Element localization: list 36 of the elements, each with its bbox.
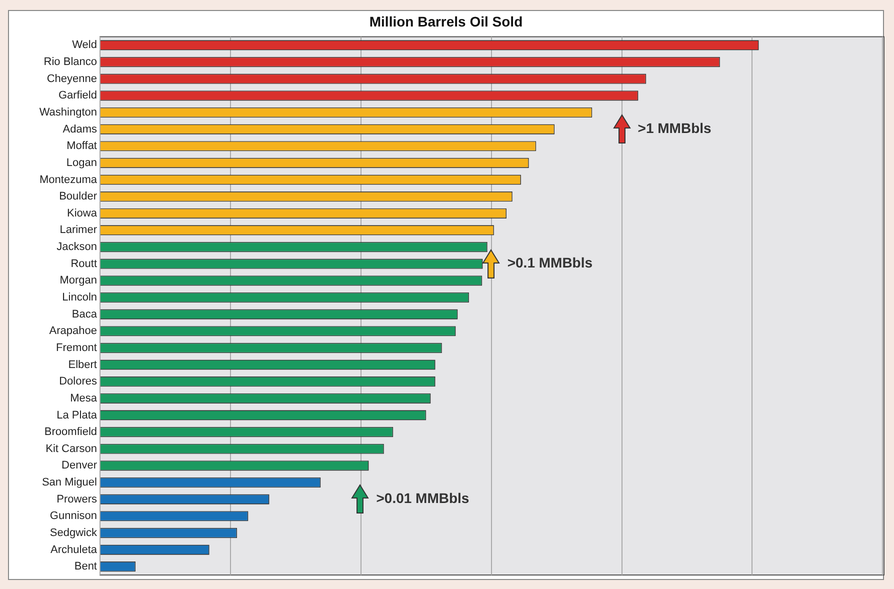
y-tick-label: Prowers	[56, 493, 98, 506]
y-tick-label: Broomfield	[44, 426, 97, 438]
y-tick-label: Washington	[39, 106, 97, 119]
y-tick-label: Lincoln	[62, 292, 97, 304]
y-tick-label: San Miguel	[42, 476, 97, 489]
y-tick-label: Routt	[70, 258, 97, 270]
y-tick-label: Fremont	[56, 342, 97, 354]
y-tick-label: Kiowa	[67, 207, 98, 220]
annotation: >1 MMBbls	[638, 120, 712, 136]
y-tick-label: Cheyenne	[46, 72, 97, 85]
y-tick-label: Logan	[66, 156, 97, 169]
y-tick-label: Archuleta	[50, 544, 98, 556]
y-tick-label: Elbert	[68, 358, 97, 371]
y-tick-label: Boulder	[59, 190, 98, 203]
y-tick-label: Garfield	[58, 90, 97, 102]
y-tick-label: Mesa	[70, 392, 98, 404]
y-tick-label: Rio Blanco	[44, 56, 97, 68]
y-tick-label: La Plata	[56, 409, 98, 422]
annotation: >0.1 MMBbls	[507, 254, 593, 271]
y-tick-label: Morgan	[60, 274, 97, 287]
y-tick-label: Denver	[62, 460, 98, 472]
y-tick-label: Montezuma	[40, 174, 98, 186]
y-tick-label: Larimer	[60, 224, 98, 236]
y-tick-label: Jackson	[56, 241, 97, 254]
y-tick-label: Adams	[62, 123, 98, 136]
y-tick-label: Moffat	[66, 140, 97, 152]
chart-title: Million Barrels Oil Sold	[369, 13, 523, 30]
y-tick-label: Weld	[72, 39, 97, 52]
y-tick-label: Sedgwick	[50, 526, 98, 539]
y-tick-label: Kit Carson	[46, 442, 97, 455]
y-tick-label: Bent	[74, 560, 97, 573]
y-tick-label: Arapahoe	[49, 325, 97, 338]
y-tick-label: Dolores	[59, 376, 98, 388]
y-tick-label: Baca	[72, 308, 98, 320]
y-tick-label: Gunnison	[50, 510, 97, 522]
annotation: >0.01 MMBbls	[376, 490, 470, 506]
